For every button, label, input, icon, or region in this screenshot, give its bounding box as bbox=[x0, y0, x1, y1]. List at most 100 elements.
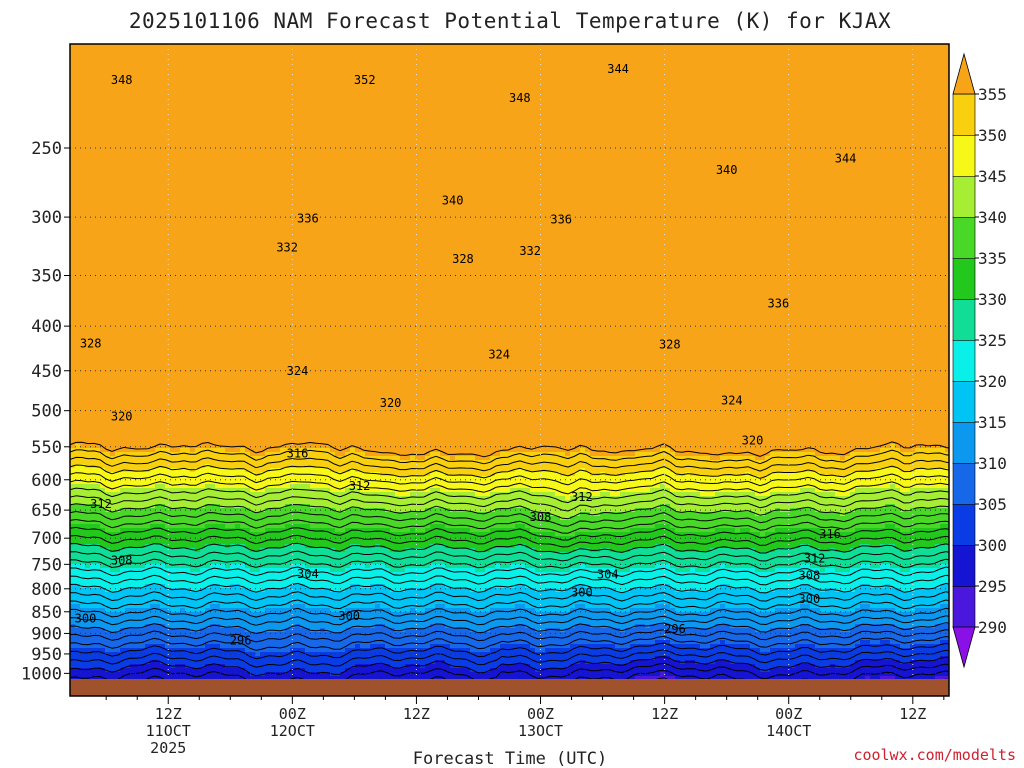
ytick-label-600: 600 bbox=[31, 471, 62, 491]
contour-322 bbox=[70, 574, 949, 586]
colorbar-label-290: 290 bbox=[978, 618, 1007, 637]
contour-356 bbox=[70, 441, 949, 458]
colorbar-bin-335 bbox=[952, 216, 976, 259]
contour-label-300-34: 300 bbox=[571, 586, 593, 600]
colorbar-label-305: 305 bbox=[978, 495, 1007, 514]
contour-label-304-31: 304 bbox=[597, 567, 619, 581]
contour-label-316-21: 316 bbox=[287, 447, 309, 461]
ytick-label-700: 700 bbox=[31, 529, 62, 549]
contour-302 bbox=[70, 649, 949, 668]
contour-316 bbox=[70, 599, 949, 610]
colorbar: 355 350 345 340 335 330 325 320 315 310 305 300 295 2… bbox=[952, 52, 1007, 669]
contour-label-336-8: 336 bbox=[550, 213, 572, 227]
colorbar-bin-305 bbox=[952, 462, 976, 505]
contour-label-312-24: 312 bbox=[349, 479, 371, 493]
contour-294 bbox=[656, 677, 948, 679]
colorbar-bin-290 bbox=[952, 585, 976, 628]
ytick-label-300: 300 bbox=[31, 208, 62, 228]
contour-label-336-7: 336 bbox=[297, 211, 319, 225]
colorbar-label-300: 300 bbox=[978, 536, 1007, 555]
colorbar-label-295: 295 bbox=[978, 577, 1007, 596]
contour-label-296-36: 296 bbox=[230, 634, 252, 648]
contour-328 bbox=[70, 550, 949, 562]
ground-bar bbox=[70, 679, 949, 696]
heatmap-field bbox=[70, 44, 949, 679]
ytick-label-850: 850 bbox=[31, 603, 62, 623]
contour-label-300-35: 300 bbox=[799, 592, 821, 606]
contour-label-312-26: 312 bbox=[804, 552, 826, 566]
contour-326 bbox=[70, 558, 949, 570]
y-axis: 2503003504004505005506006507007508008509… bbox=[21, 139, 70, 684]
colorbar-label-340: 340 bbox=[978, 208, 1007, 227]
chart-title: 2025101106 NAM Forecast Potential Temper… bbox=[129, 9, 891, 33]
contour-318 bbox=[70, 591, 949, 602]
xtick-label-6-1: 12Z bbox=[899, 705, 926, 723]
x-axis-label: Forecast Time (UTC) bbox=[413, 749, 607, 768]
colorbar-bottom-arrow bbox=[952, 626, 976, 669]
xtick-label-4-1: 12Z bbox=[651, 705, 678, 723]
xtick-label-3-2: 13OCT bbox=[518, 722, 563, 740]
ytick-label-450: 450 bbox=[31, 362, 62, 382]
contour-lines bbox=[70, 441, 949, 679]
ytick-label-350: 350 bbox=[31, 267, 62, 287]
contour-338 bbox=[70, 511, 949, 527]
contour-label-324-15: 324 bbox=[287, 364, 309, 378]
xtick-label-0-1: 12Z bbox=[155, 705, 182, 723]
contour-label-340-6: 340 bbox=[716, 163, 738, 177]
xtick-label-1-2: 12OCT bbox=[270, 722, 315, 740]
xtick-label-1-1: 00Z bbox=[279, 705, 306, 723]
colorbar-bin-345 bbox=[952, 134, 976, 177]
contour-label-320-20: 320 bbox=[742, 434, 764, 448]
colorbar-label-355: 355 bbox=[978, 85, 1007, 104]
colorbar-bin-295 bbox=[952, 544, 976, 587]
xtick-label-2-1: 12Z bbox=[403, 705, 430, 723]
colorbar-label-310: 310 bbox=[978, 454, 1007, 473]
contour-label-308-27: 308 bbox=[111, 553, 133, 567]
colorbar-label-315: 315 bbox=[978, 413, 1007, 432]
contour-label-300-32: 300 bbox=[75, 611, 97, 625]
contour-label-336-9: 336 bbox=[768, 297, 790, 311]
contour-label-320-18: 320 bbox=[111, 410, 133, 424]
colorbar-bin-300 bbox=[952, 503, 976, 546]
contour-340 bbox=[70, 503, 949, 520]
xtick-label-5-1: 00Z bbox=[775, 705, 802, 723]
contour-354 bbox=[70, 449, 949, 465]
colorbar-bin-325 bbox=[952, 298, 976, 341]
colorbar-label-345: 345 bbox=[978, 167, 1007, 186]
colorbar-label-325: 325 bbox=[978, 331, 1007, 350]
grid-lines bbox=[70, 44, 949, 679]
contour-320 bbox=[70, 582, 949, 594]
contour-label-352-1: 352 bbox=[354, 73, 376, 87]
colorbar-bin-330 bbox=[952, 257, 976, 300]
contour-label-332-10: 332 bbox=[276, 240, 298, 254]
contour-350 bbox=[70, 464, 949, 479]
ytick-label-500: 500 bbox=[31, 402, 62, 422]
xtick-label-3-1: 00Z bbox=[527, 705, 554, 723]
contour-330 bbox=[70, 542, 949, 555]
contour-label-328-12: 328 bbox=[452, 252, 474, 266]
contour-332 bbox=[70, 534, 949, 548]
ytick-label-650: 650 bbox=[31, 501, 62, 521]
colorbar-bin-315 bbox=[952, 380, 976, 423]
contour-label-308-28: 308 bbox=[530, 510, 552, 524]
colorbar-bin-310 bbox=[952, 421, 976, 464]
contour-314 bbox=[70, 607, 949, 618]
xtick-label-0-2: 11OCT bbox=[146, 722, 191, 740]
ytick-label-400: 400 bbox=[31, 317, 62, 337]
contour-304 bbox=[70, 642, 949, 660]
colorbar-top-arrow bbox=[952, 52, 976, 95]
contour-310 bbox=[70, 622, 949, 635]
colorbar-label-350: 350 bbox=[978, 126, 1007, 145]
credit-text: coolwx.com/modelts bbox=[853, 746, 1016, 764]
contour-label-348-2: 348 bbox=[509, 91, 531, 105]
contour-336 bbox=[70, 519, 949, 534]
colorbar-bin-320 bbox=[952, 339, 976, 382]
ytick-label-250: 250 bbox=[31, 139, 62, 159]
contour-label-328-13: 328 bbox=[659, 338, 681, 352]
ytick-label-900: 900 bbox=[31, 624, 62, 644]
colorbar-bin-340 bbox=[952, 175, 976, 218]
contour-label-344-3: 344 bbox=[607, 62, 629, 76]
contour-label-312-23: 312 bbox=[90, 497, 112, 511]
